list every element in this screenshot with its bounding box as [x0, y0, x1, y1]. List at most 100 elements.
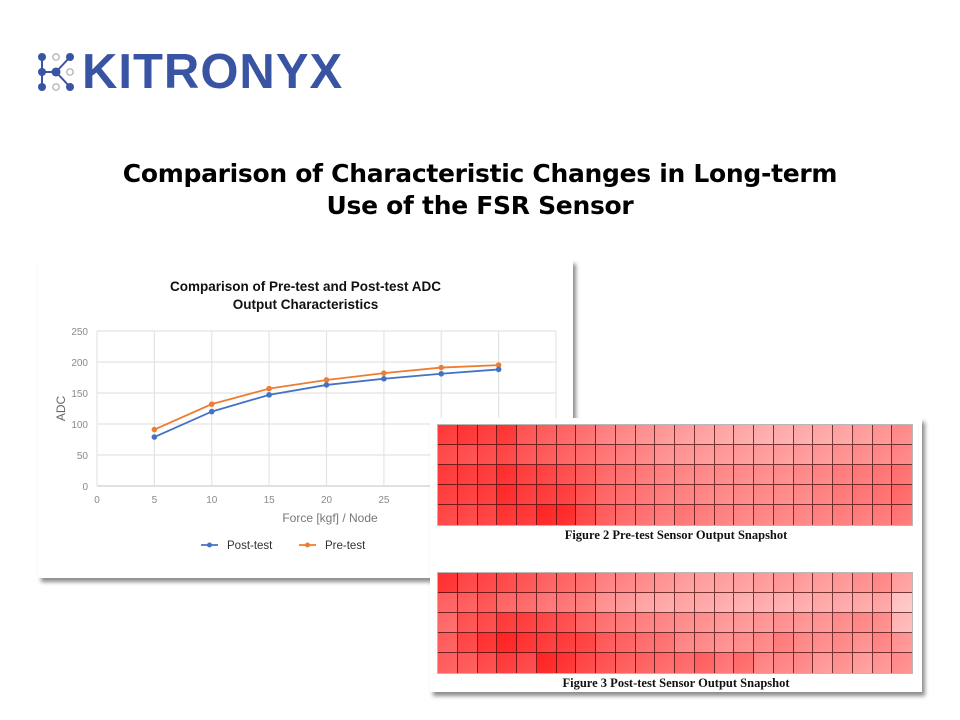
heatmap-cell — [813, 633, 833, 653]
heatmap-cell — [754, 505, 774, 525]
heatmap-cell — [635, 465, 656, 485]
heatmap-cell — [714, 485, 735, 505]
heatmap-cell — [655, 425, 675, 445]
heatmap-cell — [754, 425, 774, 445]
heatmap-cell — [734, 653, 754, 673]
heatmap-cell — [734, 573, 754, 593]
heatmap-cell — [517, 633, 537, 653]
heatmap-cell — [635, 573, 656, 593]
heatmap-cell — [773, 505, 794, 525]
heatmap-cell — [892, 613, 912, 633]
heatmap-cell — [793, 593, 814, 613]
data-point — [208, 408, 215, 415]
heatmap-cell — [694, 593, 715, 613]
heatmap-cell — [833, 593, 853, 613]
heatmap-cell — [615, 633, 636, 653]
heatmap-cell — [477, 445, 498, 465]
heatmap-cell — [596, 465, 616, 485]
heatmap-cell — [852, 505, 873, 525]
heatmap-cell — [714, 633, 735, 653]
heatmap-cell — [615, 593, 636, 613]
heatmap-cell — [734, 445, 754, 465]
heatmap-cell — [438, 465, 458, 485]
heatmap-cell — [852, 465, 873, 485]
x-tick-label: 25 — [378, 495, 390, 506]
heatmap-cell — [457, 485, 478, 505]
x-tick-label: 20 — [321, 495, 333, 506]
slide-title: Comparison of Characteristic Changes in … — [60, 158, 900, 222]
heatmap-cell — [833, 505, 853, 525]
heatmap-cell — [734, 465, 754, 485]
heatmap-cell — [576, 633, 596, 653]
heatmap-cell — [556, 653, 577, 673]
heatmap-cell — [675, 653, 695, 673]
heatmap-cell — [596, 613, 616, 633]
heatmap-cell — [852, 653, 873, 673]
heatmap-cell — [892, 485, 912, 505]
heatmap-cell — [773, 613, 794, 633]
heatmap-cell — [497, 653, 517, 673]
heatmap-cell — [754, 573, 774, 593]
heatmap-cell — [714, 505, 735, 525]
heatmap-cell — [576, 613, 596, 633]
heatmap-cell — [754, 613, 774, 633]
heatmap-cell — [833, 573, 853, 593]
heatmap-cell — [655, 445, 675, 465]
x-tick-label: 5 — [152, 495, 158, 506]
x-tick-label: 10 — [206, 495, 218, 506]
heatmap-cell — [694, 445, 715, 465]
heatmap-cell — [438, 613, 458, 633]
y-tick-label: 150 — [71, 389, 88, 400]
heatmap-cell — [497, 633, 517, 653]
heatmap-cell — [457, 633, 478, 653]
data-point — [438, 364, 445, 371]
heatmap-cell — [892, 573, 912, 593]
heatmap-cell — [576, 425, 596, 445]
chart-title-line1: Comparison of Pre-test and Post-test ADC — [169, 279, 442, 294]
heatmap-cell — [793, 485, 814, 505]
heatmap-cell — [675, 505, 695, 525]
heatmap-cell — [655, 505, 675, 525]
heatmap-cell — [596, 633, 616, 653]
heatmap-cell — [457, 425, 478, 445]
heatmap-cell — [892, 593, 912, 613]
heatmap-cell — [714, 653, 735, 673]
heatmap-cell — [833, 465, 853, 485]
heatmap-cell — [872, 653, 893, 673]
heatmap-cell — [734, 505, 754, 525]
heatmap-cell — [556, 573, 577, 593]
heatmap-cell — [556, 593, 577, 613]
heatmap-cell — [773, 633, 794, 653]
heatmap-cell — [675, 485, 695, 505]
y-tick-label: 0 — [82, 482, 88, 493]
svg-text:Post-test: Post-test — [227, 540, 273, 552]
kitronyx-logo: KITRONYX — [36, 45, 344, 99]
data-point — [381, 375, 387, 382]
heatmap-cell — [635, 425, 656, 445]
heatmap-cell — [536, 653, 557, 673]
heatmap-cell — [438, 593, 458, 613]
heatmap-cell — [852, 445, 873, 465]
heatmap-cell — [872, 485, 893, 505]
node-network-icon — [38, 53, 74, 91]
heatmap-cell — [517, 613, 537, 633]
data-point — [151, 426, 158, 433]
heatmap-cell — [576, 593, 596, 613]
heatmap-cell — [536, 573, 557, 593]
heatmap-cell — [517, 485, 537, 505]
heatmap-cell — [754, 485, 774, 505]
data-point — [381, 370, 387, 376]
legend-item-post-test[interactable]: Post-test — [201, 540, 273, 552]
heatmap-cell — [556, 445, 577, 465]
heatmap-cell — [852, 633, 873, 653]
legend-item-pre-test[interactable]: Pre-test — [299, 540, 366, 552]
heatmap-cell — [675, 465, 695, 485]
heatmap-cell — [833, 633, 853, 653]
heatmap-cell — [576, 653, 596, 673]
heatmap-cell — [438, 445, 458, 465]
heatmap-cell — [517, 573, 537, 593]
heatmap-cell — [872, 613, 893, 633]
figure-2-caption: Figure 2 Pre-test Sensor Output Snapshot — [564, 528, 788, 542]
logo-text: KITRONYX — [82, 45, 344, 99]
sensor-snapshot-card: Figure 2 Pre-test Sensor Output Snapshot… — [430, 418, 922, 692]
